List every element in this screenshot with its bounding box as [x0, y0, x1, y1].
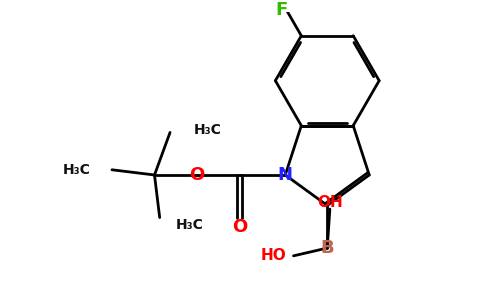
- Text: B: B: [320, 239, 334, 257]
- Text: N: N: [278, 166, 293, 184]
- Text: H₃C: H₃C: [175, 218, 203, 232]
- Text: H₃C: H₃C: [194, 123, 221, 137]
- Text: HO: HO: [261, 248, 287, 263]
- Text: F: F: [275, 1, 287, 19]
- Text: OH: OH: [317, 195, 343, 210]
- Text: O: O: [232, 218, 247, 236]
- Text: O: O: [189, 166, 205, 184]
- Text: H₃C: H₃C: [62, 163, 90, 177]
